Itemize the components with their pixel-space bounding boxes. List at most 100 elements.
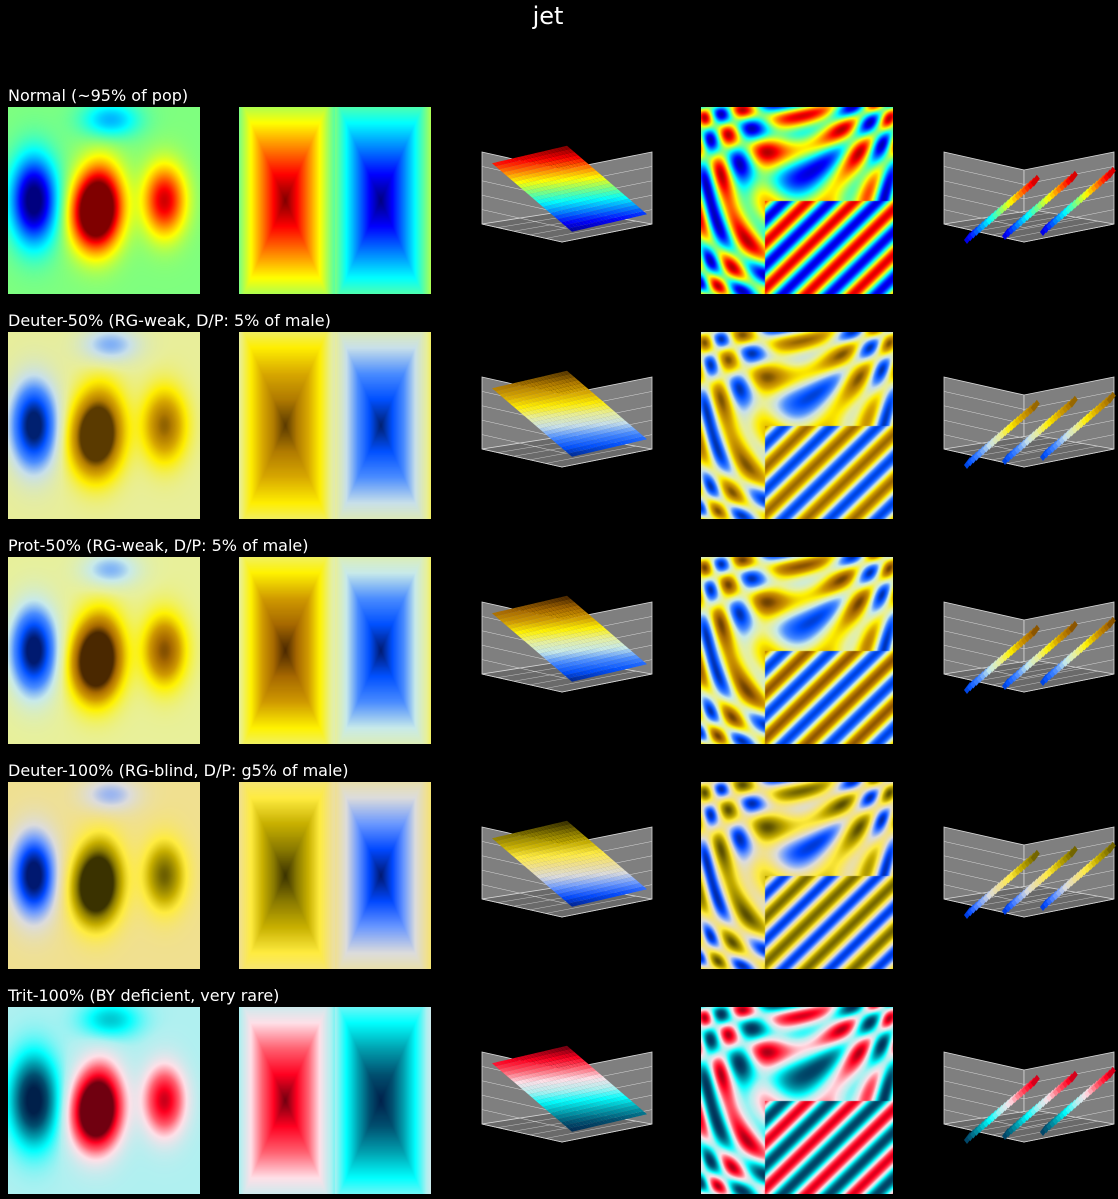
surface-facet	[584, 879, 592, 884]
surface-facet	[581, 1112, 589, 1117]
surface-facet	[573, 877, 581, 882]
surface-facet	[580, 643, 588, 648]
surface-facet	[578, 900, 586, 905]
surface-facet	[509, 162, 517, 167]
surface-facet	[541, 632, 549, 637]
surface-facet	[593, 640, 601, 645]
surface-facet	[520, 633, 528, 638]
surface-facet	[572, 633, 580, 638]
surface-facet	[588, 223, 596, 227]
surface-facet	[604, 649, 612, 654]
surface-facet	[587, 874, 595, 879]
grid-line	[943, 194, 1025, 214]
surface-facet	[535, 192, 543, 196]
surface-facet	[541, 853, 549, 858]
surface-facet	[555, 633, 563, 638]
surface-facet	[592, 170, 600, 175]
surface-facet	[527, 181, 535, 186]
surface-facet	[543, 829, 551, 834]
surface-facet	[583, 413, 591, 418]
surface-facet	[571, 673, 579, 678]
surface-facet	[529, 153, 537, 158]
grid-line	[481, 209, 563, 228]
surface-facet	[607, 412, 615, 416]
surface-facet	[607, 194, 615, 199]
surface-facet	[528, 1093, 536, 1098]
surface-facet	[567, 895, 575, 899]
surface-facet	[559, 1098, 567, 1103]
surface-facet	[589, 633, 597, 638]
surface-facet	[565, 848, 573, 853]
surface-facet	[579, 848, 587, 853]
grid-line	[481, 1109, 563, 1128]
surface-facet	[567, 148, 575, 153]
surface-facet	[564, 224, 572, 229]
surface-facet	[529, 603, 537, 608]
surface-facet	[502, 388, 510, 393]
surface-facet	[570, 653, 578, 658]
row-label: Trit-100% (BY deficient, very rare)	[8, 986, 280, 1005]
surface-facet	[567, 606, 575, 611]
surface-facet	[593, 857, 601, 862]
surface-facet	[589, 621, 597, 626]
surface-facet	[601, 200, 609, 205]
surface-facet	[550, 1052, 558, 1057]
surface-facet	[574, 214, 582, 219]
surface-facet	[554, 838, 562, 843]
surface-facet	[574, 1106, 582, 1111]
surface-facet	[527, 624, 535, 628]
surface-facet	[552, 634, 560, 639]
surface-facet	[574, 1062, 582, 1067]
surface-facet	[554, 400, 562, 405]
surface-facet	[597, 876, 605, 881]
surface-facet	[536, 609, 544, 614]
surface-facet	[625, 206, 633, 211]
surface-facet	[545, 422, 553, 427]
surface-facet	[557, 435, 565, 440]
surface-facet	[524, 190, 532, 195]
surface-facet	[559, 190, 567, 195]
surface-facet	[615, 654, 623, 659]
surface-facet	[531, 417, 539, 422]
surface-facet	[506, 842, 514, 846]
surface-facet	[597, 868, 605, 873]
surface-facet	[536, 152, 544, 157]
surface-facet	[597, 635, 605, 640]
surface-facet	[529, 382, 537, 387]
grid-line	[1007, 896, 1099, 914]
surface-facet	[564, 674, 572, 679]
surface-facet	[537, 392, 545, 397]
surface-facet	[576, 194, 584, 199]
surface-facet	[510, 628, 518, 632]
surface-facet	[619, 208, 627, 212]
surface-facet	[555, 404, 563, 409]
surface-facet	[590, 1098, 598, 1103]
surface-facet	[561, 620, 569, 624]
grid-line	[943, 630, 1025, 650]
surface-facet	[576, 632, 584, 637]
surface-facet	[589, 1071, 597, 1076]
surface-facet	[557, 387, 565, 392]
surface-facet	[550, 160, 558, 165]
surface-facet	[553, 602, 561, 606]
surface-facet	[591, 1102, 599, 1107]
surface-facet	[521, 862, 529, 867]
surface-facet	[572, 850, 580, 855]
surface-facet	[601, 646, 609, 651]
surface-facet	[560, 880, 568, 885]
surface-facet	[607, 633, 615, 638]
surface-facet	[567, 385, 575, 390]
surface-facet	[1030, 624, 1040, 637]
surface-facet	[558, 1082, 566, 1087]
surface-facet	[552, 191, 560, 196]
surface-facet	[560, 655, 568, 660]
surface-facet	[639, 436, 647, 441]
surface-facet	[615, 201, 623, 205]
surface-facet	[526, 391, 534, 396]
surface-facet	[622, 211, 630, 216]
surface-facet	[636, 433, 644, 437]
surface-facet	[581, 386, 589, 391]
surface-facet	[567, 208, 575, 213]
surface-facet	[568, 622, 576, 627]
surface-facet	[615, 429, 623, 434]
